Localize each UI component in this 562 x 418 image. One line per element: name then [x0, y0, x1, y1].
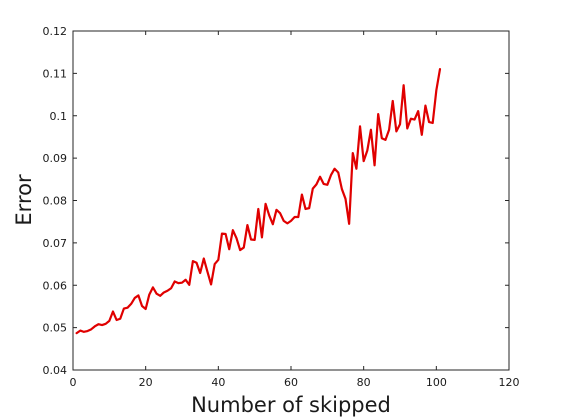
x-tick-label: 60 — [284, 376, 298, 389]
y-tick-label: 0.09 — [43, 152, 68, 165]
y-tick-label: 0.04 — [43, 364, 68, 377]
x-tick-label: 80 — [357, 376, 371, 389]
x-axis-label: Number of skipped — [191, 393, 391, 417]
y-tick-label: 0.1 — [50, 110, 68, 123]
x-tick-label: 0 — [70, 376, 77, 389]
tick-labels: 0 20 40 60 80 100 120 0.04 0.05 0.06 0.07 0.08 0.09 0… — [43, 25, 520, 389]
y-tick-label: 0.12 — [43, 25, 68, 38]
series-group — [75, 68, 442, 335]
y-tick-label: 0.05 — [43, 322, 68, 335]
plot-area-frame — [72, 30, 510, 371]
y-tick-label: 0.07 — [43, 237, 68, 250]
axis-ticks — [72, 30, 510, 371]
y-tick-label: 0.06 — [43, 279, 68, 292]
x-tick-label: 20 — [139, 376, 153, 389]
y-axis-label: Error — [12, 174, 36, 226]
x-tick-label: 120 — [499, 376, 520, 389]
series-line-0 — [75, 68, 442, 335]
y-tick-label: 0.11 — [43, 67, 68, 80]
x-tick-label: 100 — [426, 376, 447, 389]
y-tick-label: 0.08 — [43, 195, 68, 208]
x-tick-label: 40 — [211, 376, 225, 389]
